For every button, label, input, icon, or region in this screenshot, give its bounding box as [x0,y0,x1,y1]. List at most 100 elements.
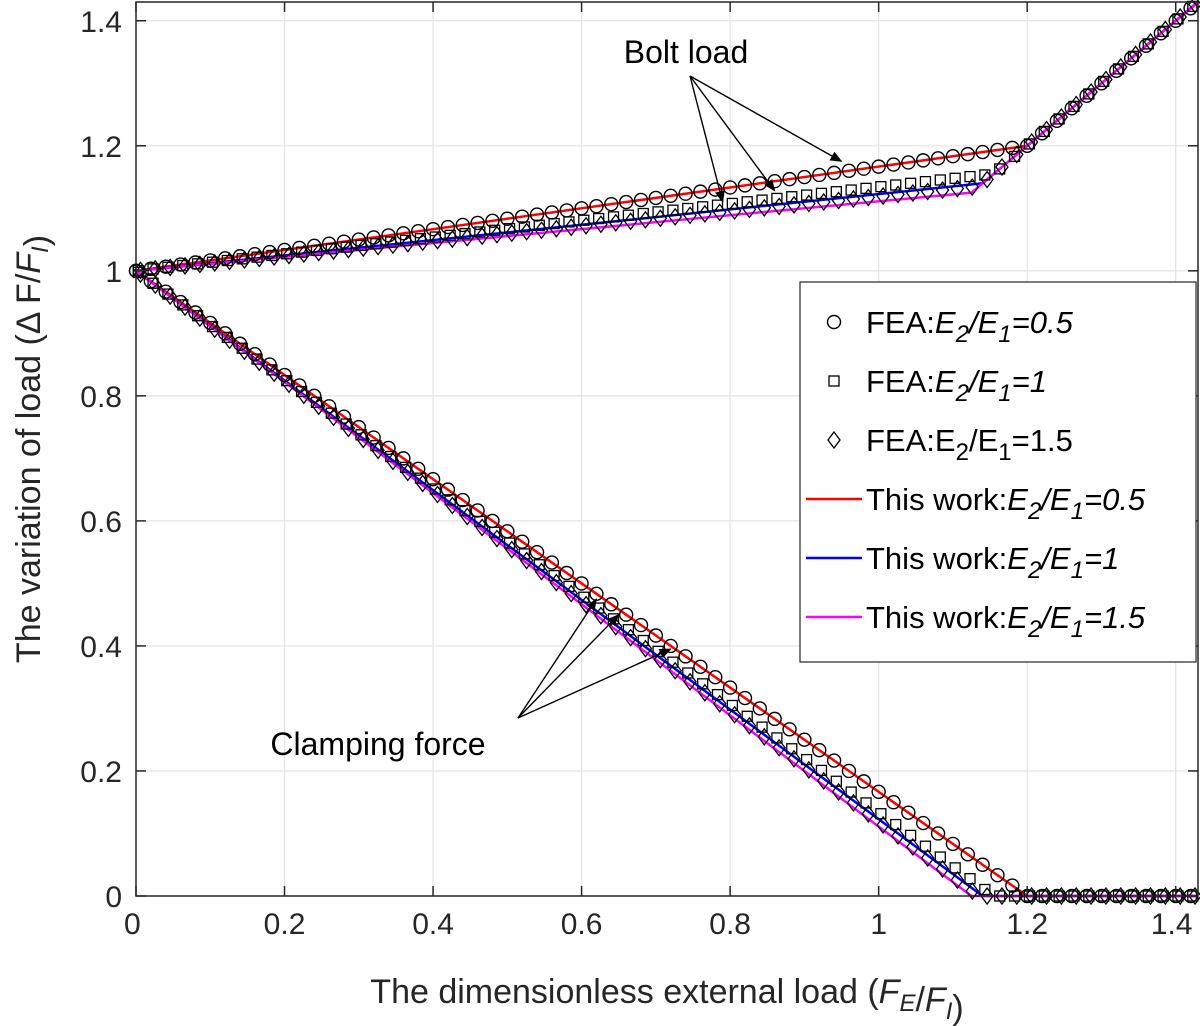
data-point [549,573,564,592]
data-point [1039,120,1054,139]
data-point [559,565,574,581]
data-point [252,249,267,268]
data-point [206,320,219,333]
data-point [351,419,366,435]
data-point [1173,7,1187,27]
legend-entry: This work:E2/E1=0.5 [806,482,1146,525]
data-point [163,287,177,306]
data-point [787,195,801,215]
data-point [504,540,519,559]
data-point [698,204,712,223]
data-point [445,230,460,249]
data-point [326,408,341,427]
data-point [726,197,739,210]
data-point [594,215,608,234]
data-point [831,782,846,801]
data-point [950,870,965,890]
data-point [177,299,189,311]
data-point [622,209,635,221]
data-point [846,189,861,209]
data-point [919,840,932,852]
annotation-arrow [689,75,843,163]
data-point [668,661,682,680]
data-point [307,388,322,404]
data-point [1099,70,1113,89]
data-point [830,186,842,198]
data-point [1054,886,1069,906]
data-point [831,191,846,210]
data-point [757,198,772,218]
data-point [371,441,385,460]
data-point [930,151,946,166]
data-point [503,537,516,549]
data-point [430,485,445,504]
data-point [965,881,980,901]
legend-entry: This work:E2/E1=1.5 [806,600,1146,643]
data-point [1068,100,1080,113]
annotation-arrow [517,648,672,719]
data-point [920,182,935,201]
data-point [920,848,935,868]
data-point [1113,886,1128,906]
data-point [325,243,337,255]
data-point [1098,75,1110,88]
data-point [945,149,961,164]
data-point [891,826,905,846]
data-point [1084,886,1098,906]
data-point [370,238,382,250]
data-point [470,215,485,231]
data-point [321,399,337,414]
x-tick-label: 0.2 [264,908,306,941]
data-point [193,309,207,328]
data-point [178,256,192,276]
data-point [252,353,267,372]
data-point [990,142,1005,158]
ticks: 0 0.2 0.4 0.6 0.8 1 1.2 1.4 0 0.2 0.4 0.6 0.8 1 1.2 1.4 [80,2,1198,941]
legend-label: FEA:E2/E1=0.5 [866,305,1074,348]
data-point [386,452,400,471]
data-point [440,482,456,497]
data-point [949,862,961,874]
data-point [564,584,579,603]
data-point [251,353,263,365]
data-point [638,639,653,658]
data-point [742,200,757,219]
data-point [994,163,1006,175]
data-point [163,258,177,277]
data-point [549,219,564,238]
legend-marker-square [828,375,840,387]
data-point [841,763,857,779]
data-point [490,529,504,548]
data-point [990,867,1005,883]
data-point [698,683,712,702]
data-point [455,492,470,508]
data-point [475,518,489,537]
data-point [945,836,961,852]
data-point [618,607,634,622]
legend-label: FEA:E2/E1=1 [866,364,1047,407]
data-point [856,774,872,789]
data-point [1069,886,1084,906]
data-point [1009,145,1024,164]
data-point [460,507,475,526]
data-point [856,161,872,176]
data-point [1127,50,1140,63]
data-point [563,580,575,593]
data-point [593,212,605,225]
data-point [995,886,1009,906]
annotation-arrow [517,598,598,719]
data-point [311,397,326,416]
data-point [425,472,441,487]
data-point [980,170,994,189]
data-point [1053,113,1065,125]
data-point [693,659,708,674]
data-point [741,196,753,208]
x-tick-label: 1.2 [1006,908,1048,941]
data-point [460,228,475,247]
data-point [622,624,635,636]
x-tick-label: 1.4 [1151,908,1193,941]
data-point [297,244,311,264]
data-point [904,829,917,842]
data-point [485,213,500,229]
